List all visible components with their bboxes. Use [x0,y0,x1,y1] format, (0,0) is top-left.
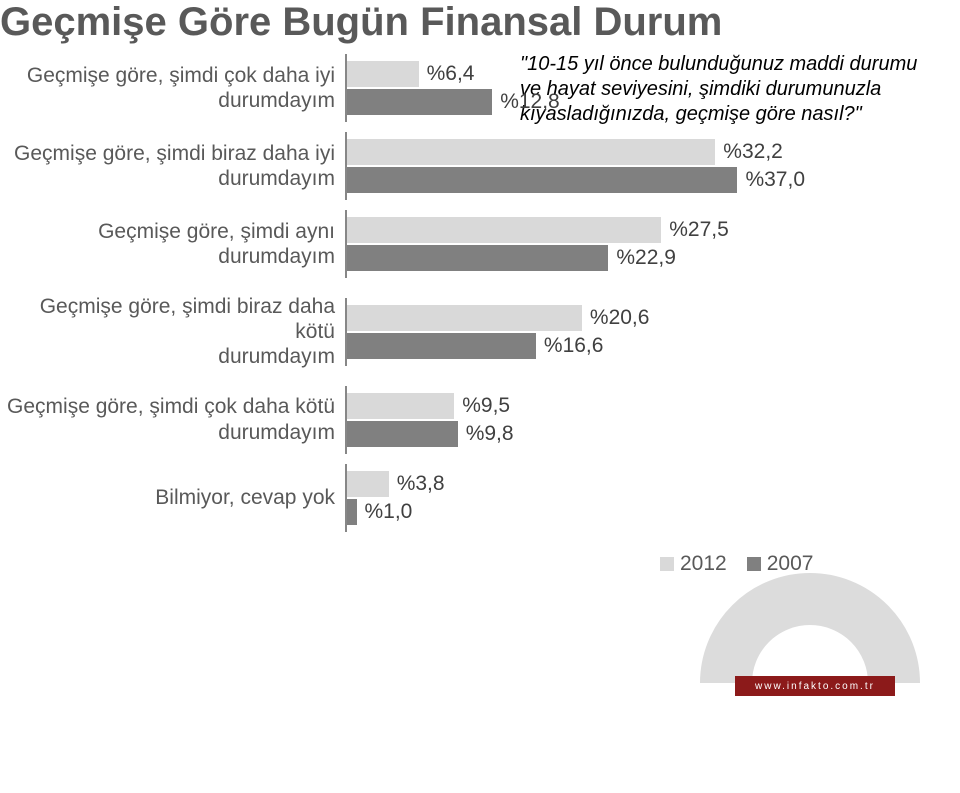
bar-wrap: %12,8 [345,88,805,116]
bar-value: %3,8 [397,472,445,496]
chart-legend: 2012 2007 [660,552,813,576]
bar-value: %16,6 [544,334,604,358]
category-label: Geçmişe göre, şimdi çok daha iyidurumday… [0,63,345,113]
bar-wrap: %32,2 [345,138,805,166]
bar-wrap: %1,0 [345,498,805,526]
bar-2007 [345,89,492,115]
bar-2012 [345,217,661,243]
axis-line [345,298,347,366]
legend-swatch [660,557,674,571]
bar-value: %32,2 [723,140,783,164]
category-label: Geçmişe göre, şimdi biraz daha iyidurumd… [0,141,345,191]
category-label: Geçmişe göre, şimdi aynı durumdayım [0,219,345,269]
bar-value: %22,9 [616,246,676,270]
category-label: Geçmişe göre, şimdi biraz daha kötüdurum… [0,294,345,370]
category-label: Geçmişe göre, şimdi çok daha kötüdurumda… [0,394,345,444]
category-label: Bilmiyor, cevap yok [0,485,345,510]
bar-value: %6,4 [427,62,475,86]
chart-title: Geçmişe Göre Bugün Finansal Durum [0,0,722,45]
bar-value: %12,8 [500,90,560,114]
bar-2012 [345,471,389,497]
footer-url: www.infakto.com.tr [735,676,895,696]
legend-item-2007: 2007 [747,552,814,576]
bar-2012 [345,61,419,87]
chart-row: Bilmiyor, cevap yok %3,8 %1,0 [0,470,820,526]
bar-2012 [345,393,454,419]
axis-line [345,210,347,278]
bar-value: %20,6 [590,306,650,330]
chart-row: Geçmişe göre, şimdi biraz daha iyidurumd… [0,138,820,194]
bar-value: %1,0 [365,500,413,524]
bars-group: %20,6 %16,6 [345,304,805,360]
bars-group: %3,8 %1,0 [345,470,805,526]
bar-wrap: %22,9 [345,244,805,272]
bar-2007 [345,167,737,193]
bar-chart: Geçmişe göre, şimdi çok daha iyidurumday… [0,60,820,548]
bars-group: %9,5 %9,8 [345,392,805,448]
legend-item-2012: 2012 [660,552,727,576]
bar-value: %37,0 [745,168,805,192]
bar-wrap: %37,0 [345,166,805,194]
chart-row: Geçmişe göre, şimdi çok daha iyidurumday… [0,60,820,116]
bar-2007 [345,333,536,359]
axis-line [345,386,347,454]
axis-line [345,464,347,532]
chart-row: Geçmişe göre, şimdi aynı durumdayım%27,5… [0,216,820,272]
bar-wrap: %3,8 [345,470,805,498]
bar-wrap: %9,5 [345,392,805,420]
bar-wrap: %27,5 [345,216,805,244]
bar-wrap: %6,4 [345,60,805,88]
bar-2012 [345,305,582,331]
bar-value: %9,8 [466,422,514,446]
bars-group: %27,5 %22,9 [345,216,805,272]
bars-group: %32,2 %37,0 [345,138,805,194]
legend-label: 2007 [767,552,814,576]
legend-swatch [747,557,761,571]
axis-line [345,54,347,122]
bar-2012 [345,139,715,165]
bar-2007 [345,245,608,271]
chart-row: Geçmişe göre, şimdi biraz daha kötüdurum… [0,294,820,370]
bars-group: %6,4 %12,8 [345,60,805,116]
bar-wrap: %16,6 [345,332,805,360]
bar-wrap: %20,6 [345,304,805,332]
bar-2007 [345,421,458,447]
axis-line [345,132,347,200]
legend-label: 2012 [680,552,727,576]
chart-row: Geçmişe göre, şimdi çok daha kötüdurumda… [0,392,820,448]
bar-value: %9,5 [462,394,510,418]
bar-value: %27,5 [669,218,729,242]
bar-wrap: %9,8 [345,420,805,448]
